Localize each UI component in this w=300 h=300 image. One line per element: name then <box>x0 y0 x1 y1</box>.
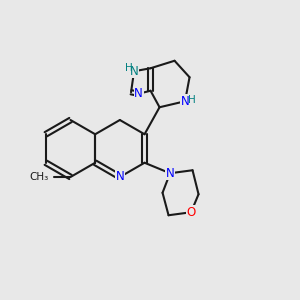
Text: N: N <box>181 95 189 108</box>
Text: CH₃: CH₃ <box>29 172 49 182</box>
Text: N: N <box>134 87 143 100</box>
Text: N: N <box>130 65 138 78</box>
Text: N: N <box>166 167 174 180</box>
Text: N: N <box>116 170 124 184</box>
Text: O: O <box>186 206 196 219</box>
Text: H: H <box>125 63 133 73</box>
Text: H: H <box>188 95 196 105</box>
